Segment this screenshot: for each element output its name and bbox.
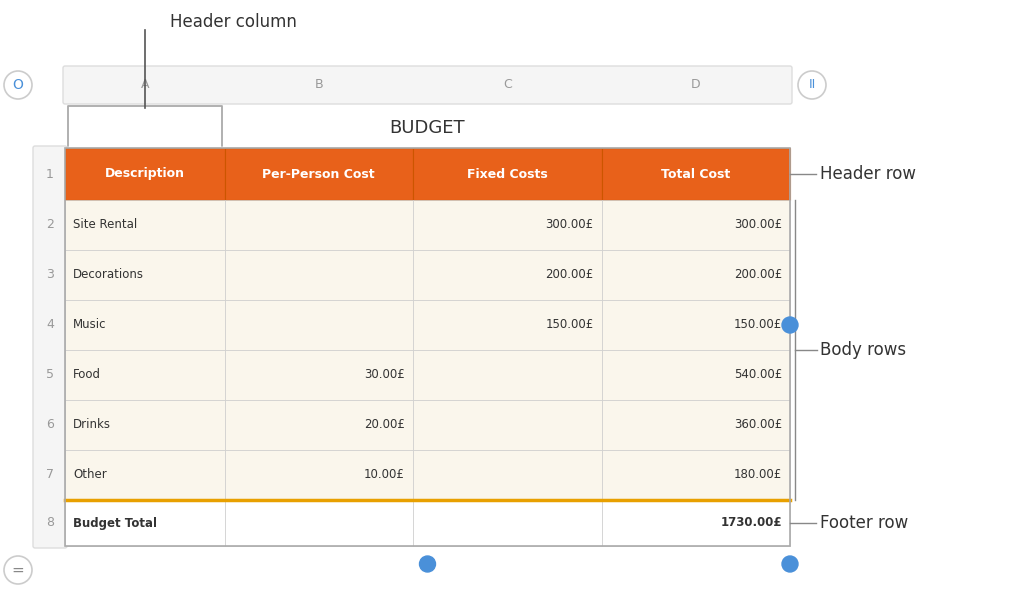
Text: 200.00£: 200.00£ [545,268,593,281]
Bar [413,500,602,546]
Text: 10.00£: 10.00£ [364,468,405,481]
Bar [65,450,224,500]
Text: Fixed Costs: Fixed Costs [466,168,547,180]
Text: Other: Other [73,468,107,481]
Bar [602,350,790,400]
Text: BUDGET: BUDGET [390,119,465,137]
Bar [65,400,224,450]
Bar [224,500,413,546]
Text: II: II [809,79,816,92]
Text: 6: 6 [46,418,54,431]
Bar [413,350,602,400]
Circle shape [798,71,826,99]
Text: 300.00£: 300.00£ [545,218,593,231]
Text: B: B [315,79,323,92]
Circle shape [782,556,798,572]
Text: 2: 2 [46,218,54,231]
Text: 8: 8 [46,516,54,530]
Bar [413,250,602,300]
Bar [602,500,790,546]
Bar [224,300,413,350]
Bar [65,250,224,300]
Text: Per-Person Cost: Per-Person Cost [262,168,375,180]
Text: 7: 7 [46,468,54,481]
Text: C: C [503,79,511,92]
Text: 300.00£: 300.00£ [734,218,782,231]
Circle shape [419,556,436,572]
Circle shape [4,556,32,584]
Bar [65,148,224,200]
Text: 200.00£: 200.00£ [734,268,782,281]
Bar [224,450,413,500]
Text: 30.00£: 30.00£ [364,368,405,381]
Bar [224,400,413,450]
Bar [224,148,413,200]
Text: Total Cost: Total Cost [661,168,731,180]
Text: Description: Description [105,168,184,180]
Text: Header column: Header column [170,13,297,31]
Text: O: O [12,78,24,92]
Bar [65,148,790,546]
Bar [65,350,224,400]
Text: Footer row: Footer row [820,514,908,532]
Text: A: A [140,79,149,92]
Text: 150.00£: 150.00£ [545,318,593,331]
FancyBboxPatch shape [33,146,67,548]
Bar [65,300,224,350]
Bar [224,250,413,300]
Bar [602,200,790,250]
Bar [602,148,790,200]
Bar [413,400,602,450]
Bar [413,148,602,200]
Text: 1: 1 [46,168,54,180]
Text: 180.00£: 180.00£ [734,468,782,481]
Text: D: D [691,79,700,92]
Text: 540.00£: 540.00£ [734,368,782,381]
Bar [224,350,413,400]
Text: =: = [11,562,25,578]
Text: 150.00£: 150.00£ [734,318,782,331]
Circle shape [782,317,798,333]
Text: Site Rental: Site Rental [73,218,137,231]
Bar [413,200,602,250]
Text: Budget Total: Budget Total [73,516,157,530]
Text: 5: 5 [46,368,54,381]
Text: 4: 4 [46,318,54,331]
Bar [413,450,602,500]
Bar [602,400,790,450]
Bar [65,500,224,546]
Bar [65,200,224,250]
Text: Header row: Header row [820,165,916,183]
Bar [602,300,790,350]
Bar [602,450,790,500]
Bar [413,300,602,350]
Circle shape [4,71,32,99]
Text: Music: Music [73,318,107,331]
Text: 360.00£: 360.00£ [734,418,782,431]
Text: Food: Food [73,368,101,381]
Text: Decorations: Decorations [73,268,144,281]
Bar [602,250,790,300]
Text: 1730.00£: 1730.00£ [721,516,782,530]
FancyBboxPatch shape [63,66,792,104]
Text: Drinks: Drinks [73,418,111,431]
Bar [224,200,413,250]
Text: 3: 3 [46,268,54,281]
Text: Body rows: Body rows [820,341,906,359]
Text: 20.00£: 20.00£ [364,418,405,431]
